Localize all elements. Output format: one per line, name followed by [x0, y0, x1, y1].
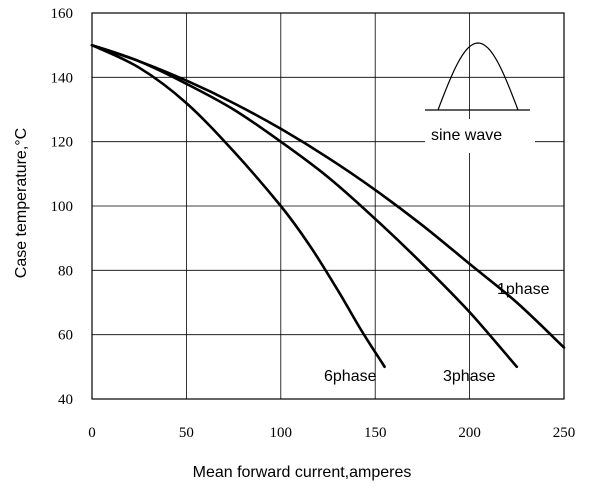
inset-label: sine wave — [431, 127, 502, 144]
series-lines — [90, 43, 566, 369]
y-tick-label: 60 — [58, 328, 73, 344]
x-tick-label: 50 — [179, 425, 194, 441]
chart-grid — [92, 13, 564, 399]
x-tick-label: 150 — [364, 425, 387, 441]
series-line-6phase — [90, 43, 386, 369]
inset-label-box — [425, 119, 535, 153]
plot-frame — [91, 12, 565, 400]
x-axis-label: Mean forward current,amperes — [193, 464, 412, 481]
y-tick-label: 160 — [51, 6, 74, 22]
x-tick-label: 200 — [458, 425, 481, 441]
y-tick-label: 140 — [51, 70, 74, 86]
y-axis-label: Case temperature,°C — [13, 128, 30, 278]
y-tick-label: 100 — [51, 199, 74, 215]
x-tick-labels: 0 50 100 150 200 250 — [88, 425, 575, 441]
series-line-1phase — [90, 43, 566, 349]
series-line-3phase — [90, 43, 519, 369]
y-tick-label: 80 — [58, 263, 73, 279]
sine-wave-inset: sine wave — [425, 42, 535, 153]
inset-sine-pulse — [437, 42, 519, 111]
y-tick-label: 120 — [51, 135, 74, 151]
y-tick-labels: 40 60 80 100 120 140 160 — [51, 6, 74, 408]
x-tick-label: 0 — [88, 425, 96, 441]
series-label-1phase: 1phase — [497, 281, 550, 298]
series-labels: 1phase 3phase 6phase — [324, 281, 550, 385]
x-tick-label: 100 — [270, 425, 293, 441]
y-tick-label: 40 — [58, 392, 73, 408]
x-tick-label: 250 — [553, 425, 576, 441]
series-label-3phase: 3phase — [443, 368, 496, 385]
series-label-6phase: 6phase — [324, 368, 377, 385]
